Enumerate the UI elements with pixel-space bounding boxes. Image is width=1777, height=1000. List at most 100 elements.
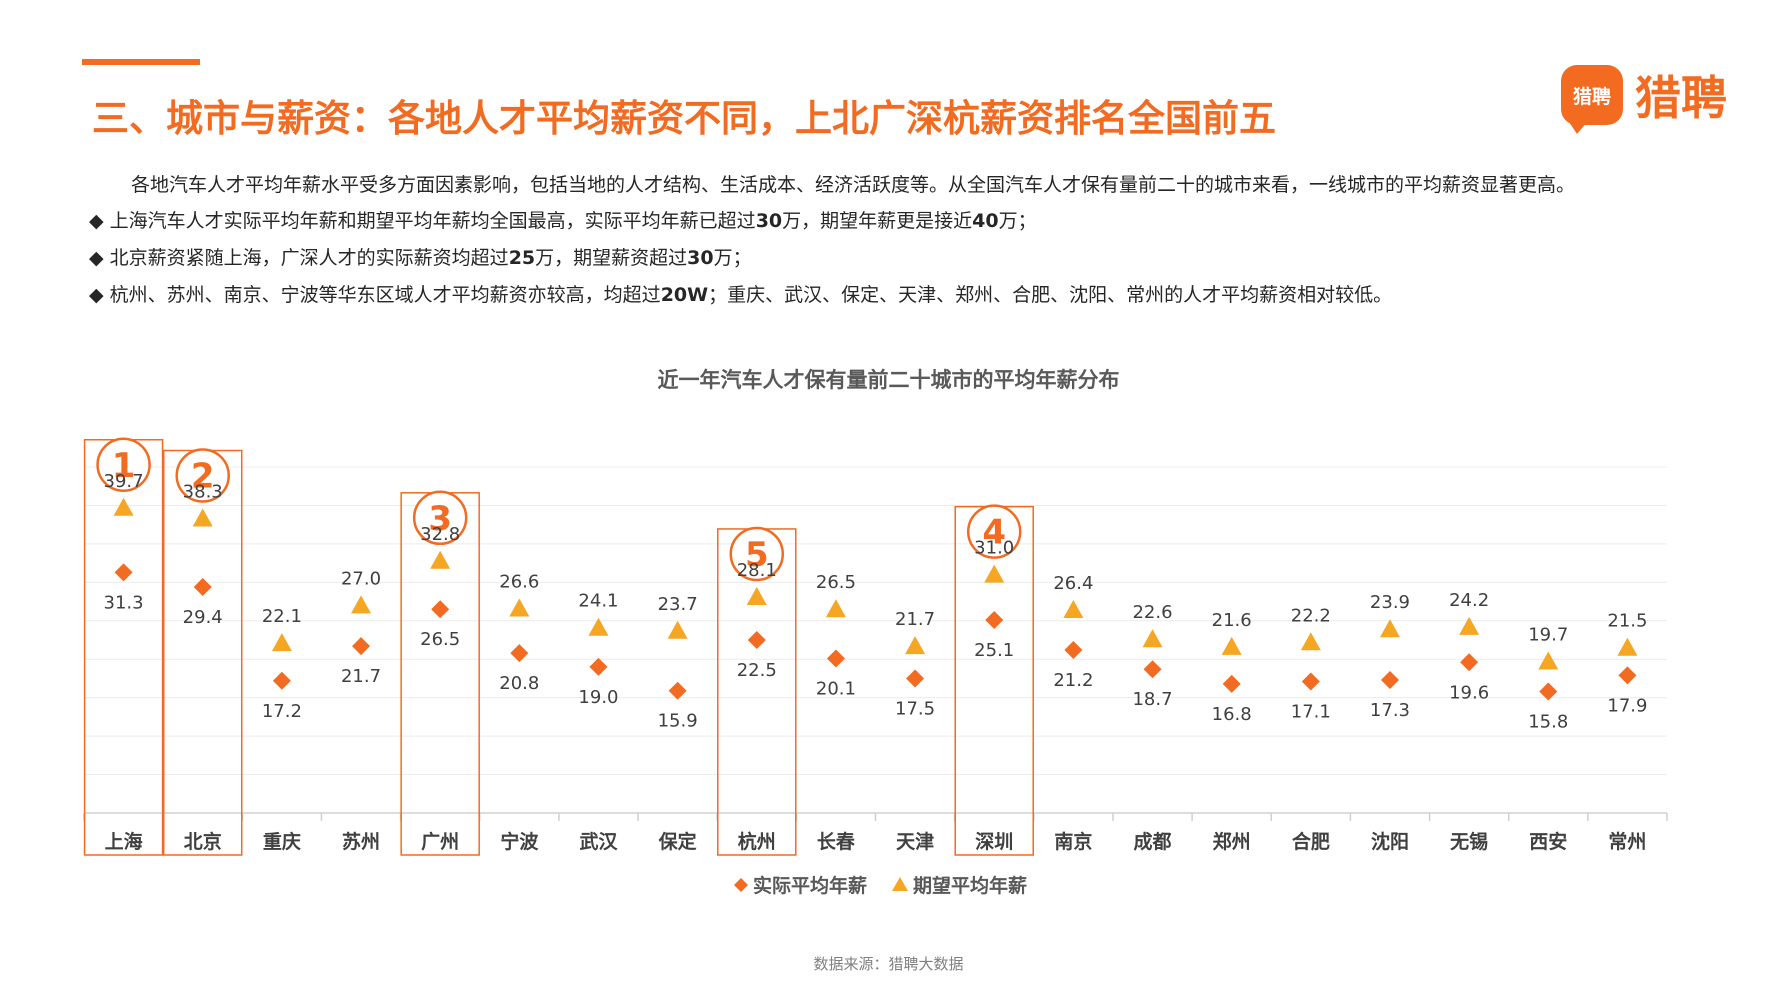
x-tick-label: 上海 xyxy=(105,830,143,853)
x-tick-label: 长春 xyxy=(817,830,855,853)
actual-diamond-point xyxy=(1222,674,1241,693)
x-tick-label: 深圳 xyxy=(975,830,1013,853)
actual-value-label: 29.4 xyxy=(183,607,223,628)
actual-diamond-point xyxy=(668,681,687,700)
expected-value-label: 19.7 xyxy=(1528,625,1568,646)
expected-triangle-point xyxy=(192,508,213,527)
expected-triangle-point xyxy=(825,599,846,618)
x-tick-label: 无锡 xyxy=(1450,830,1488,853)
expected-value-label: 22.6 xyxy=(1132,602,1172,623)
expected-triangle-point xyxy=(1379,619,1400,638)
actual-value-label: 20.1 xyxy=(816,678,856,699)
actual-value-label: 17.3 xyxy=(1370,700,1410,721)
rank-badge-5 xyxy=(729,526,785,582)
page-title: 三、城市与薪资：各地人才平均薪资不同，上北广深杭薪资排名全国前五 xyxy=(92,97,1276,140)
highlight-box-深圳 xyxy=(954,505,1034,856)
bullet-item-2: ◆ 北京薪资紧随上海，广深人才的实际薪资均超过25万，期望薪资超过30万； xyxy=(89,247,752,269)
actual-diamond-point xyxy=(272,671,291,690)
actual-diamond-point xyxy=(1064,640,1083,659)
actual-value-label: 15.8 xyxy=(1528,712,1568,733)
expected-triangle-point xyxy=(746,586,767,605)
expected-value-label: 26.4 xyxy=(1053,573,1093,594)
expected-value-label: 38.3 xyxy=(183,482,223,503)
x-tick-label: 南京 xyxy=(1054,830,1092,853)
expected-value-label: 22.2 xyxy=(1291,605,1331,626)
actual-value-label: 19.6 xyxy=(1449,682,1489,703)
expected-triangle-point xyxy=(1617,637,1638,656)
x-tick-label: 杭州 xyxy=(738,830,776,853)
x-tick-label: 西安 xyxy=(1529,830,1567,853)
x-tick-label: 郑州 xyxy=(1213,831,1251,853)
actual-value-label: 16.8 xyxy=(1212,704,1252,725)
expected-triangle-point xyxy=(905,636,926,655)
rank-badge-label: 2 xyxy=(191,457,215,497)
actual-diamond-point xyxy=(1539,682,1558,701)
actual-value-label: 22.5 xyxy=(737,660,777,681)
expected-value-label: 23.7 xyxy=(658,594,698,615)
logo-badge-icon: 猎聘 xyxy=(1561,65,1623,134)
rank-badge-label: 4 xyxy=(982,513,1006,553)
expected-triangle-point xyxy=(509,598,530,617)
x-tick-label: 天津 xyxy=(896,830,934,853)
expected-value-label: 28.1 xyxy=(737,560,777,581)
expected-value-label: 26.6 xyxy=(499,571,539,592)
expected-triangle-point xyxy=(1221,636,1242,655)
legend-triangle-icon xyxy=(892,877,908,891)
actual-value-label: 17.5 xyxy=(895,698,935,719)
actual-value-label: 25.1 xyxy=(974,640,1014,661)
x-tick-label: 成都 xyxy=(1134,830,1172,853)
x-tick-label: 苏州 xyxy=(342,830,380,853)
actual-diamond-point xyxy=(826,649,845,668)
x-tick-label: 宁波 xyxy=(500,830,539,853)
actual-value-label: 31.3 xyxy=(104,592,144,613)
x-tick-label: 北京 xyxy=(184,830,222,853)
actual-value-label: 17.1 xyxy=(1291,702,1331,723)
bullet-item-1: ◆ 上海汽车人才实际平均年薪和期望平均年薪均全国最高，实际平均年薪已超过30万，… xyxy=(89,210,1037,232)
legend-diamond-icon xyxy=(734,878,748,892)
bullet-diamond-icon: ◆ xyxy=(89,284,104,306)
expected-triangle-point xyxy=(430,550,451,569)
expected-triangle-point xyxy=(113,497,134,516)
actual-value-label: 18.7 xyxy=(1132,689,1172,710)
expected-value-label: 26.5 xyxy=(816,572,856,593)
actual-diamond-point xyxy=(431,600,450,619)
rank-badge-label: 3 xyxy=(428,499,452,539)
rank-badge-label: 1 xyxy=(112,446,136,486)
actual-diamond-point xyxy=(747,631,766,649)
expected-triangle-point xyxy=(1142,629,1163,648)
rank-badge-4 xyxy=(966,504,1022,559)
expected-value-label: 32.8 xyxy=(420,524,460,545)
actual-diamond-point xyxy=(1143,660,1162,679)
x-tick-label: 常州 xyxy=(1608,830,1646,853)
x-tick-label: 合肥 xyxy=(1292,830,1330,853)
actual-diamond-point xyxy=(1380,670,1399,689)
actual-diamond-point xyxy=(1460,653,1479,672)
rank-badge-3 xyxy=(412,490,468,546)
expected-value-label: 31.0 xyxy=(974,538,1014,559)
logo-badge-text: 猎聘 xyxy=(1572,85,1611,108)
actual-value-label: 17.9 xyxy=(1607,695,1647,716)
expected-value-label: 23.9 xyxy=(1370,592,1410,613)
legend-label-actual: 实际平均年薪 xyxy=(753,874,867,897)
expected-triangle-point xyxy=(271,633,292,652)
title-accent-bar xyxy=(82,59,200,65)
actual-diamond-point xyxy=(352,637,371,656)
bullet-diamond-icon: ◆ xyxy=(89,210,104,232)
x-tick-label: 重庆 xyxy=(263,830,301,853)
expected-triangle-point xyxy=(1538,651,1559,670)
highlight-box-广州 xyxy=(400,492,480,856)
expected-triangle-point xyxy=(1459,616,1480,635)
expected-triangle-point xyxy=(588,617,609,636)
chart-title: 近一年汽车人才保有量前二十城市的平均年薪分布 xyxy=(657,368,1120,392)
expected-value-label: 21.7 xyxy=(895,609,935,630)
expected-triangle-point xyxy=(1063,600,1084,619)
actual-diamond-point xyxy=(985,611,1004,630)
actual-value-label: 21.2 xyxy=(1053,670,1093,691)
expected-triangle-point xyxy=(984,564,1005,583)
expected-value-label: 21.5 xyxy=(1607,611,1647,632)
bullet-item-3: ◆ 杭州、苏州、南京、宁波等华东区域人才平均薪资亦较高，均超过20W；重庆、武汉… xyxy=(89,284,1393,306)
expected-value-label: 27.0 xyxy=(341,568,381,589)
actual-value-label: 15.9 xyxy=(658,711,698,732)
actual-value-label: 20.8 xyxy=(499,673,539,694)
